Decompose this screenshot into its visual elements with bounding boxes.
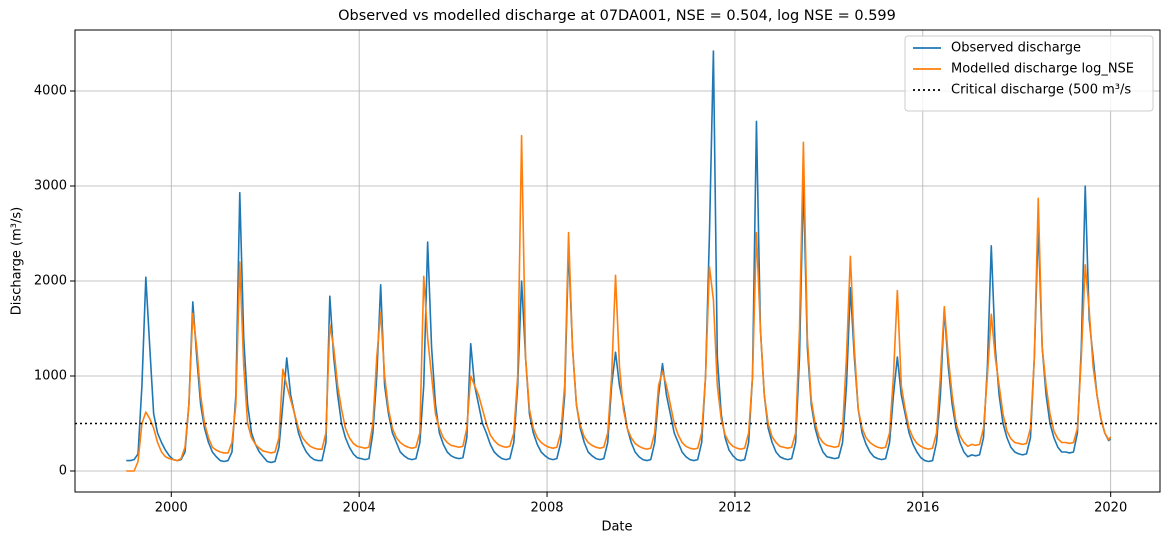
y-tick-label: 0 — [59, 464, 67, 479]
series-line — [126, 50, 1112, 464]
x-tick-label: 2008 — [530, 501, 563, 516]
series-line — [126, 134, 1112, 472]
chart-title: Observed vs modelled discharge at 07DA00… — [338, 8, 896, 24]
x-tick-label: 2000 — [155, 501, 188, 516]
x-tick-label: 2012 — [718, 501, 751, 516]
x-tick-label: 2004 — [343, 501, 376, 516]
y-tick-label: 1000 — [34, 369, 67, 384]
x-tick-label: 2020 — [1094, 501, 1127, 516]
legend-label: Critical discharge (500 m³/s — [951, 83, 1131, 98]
x-tick-label: 2016 — [906, 501, 939, 516]
legend-label: Observed discharge — [951, 41, 1081, 56]
legend-label: Modelled discharge log_NSE — [951, 62, 1134, 77]
legend: Observed discharge Modelled discharge log… — [904, 35, 1154, 112]
y-axis-label: Discharge (m³/s) — [10, 207, 25, 315]
y-tick-label: 4000 — [34, 83, 67, 98]
y-tick-label: 2000 — [34, 273, 67, 288]
y-tick-label: 3000 — [34, 178, 67, 193]
legend-box — [904, 35, 1154, 112]
x-axis-label: Date — [601, 520, 632, 535]
plot-frame — [74, 29, 1161, 493]
